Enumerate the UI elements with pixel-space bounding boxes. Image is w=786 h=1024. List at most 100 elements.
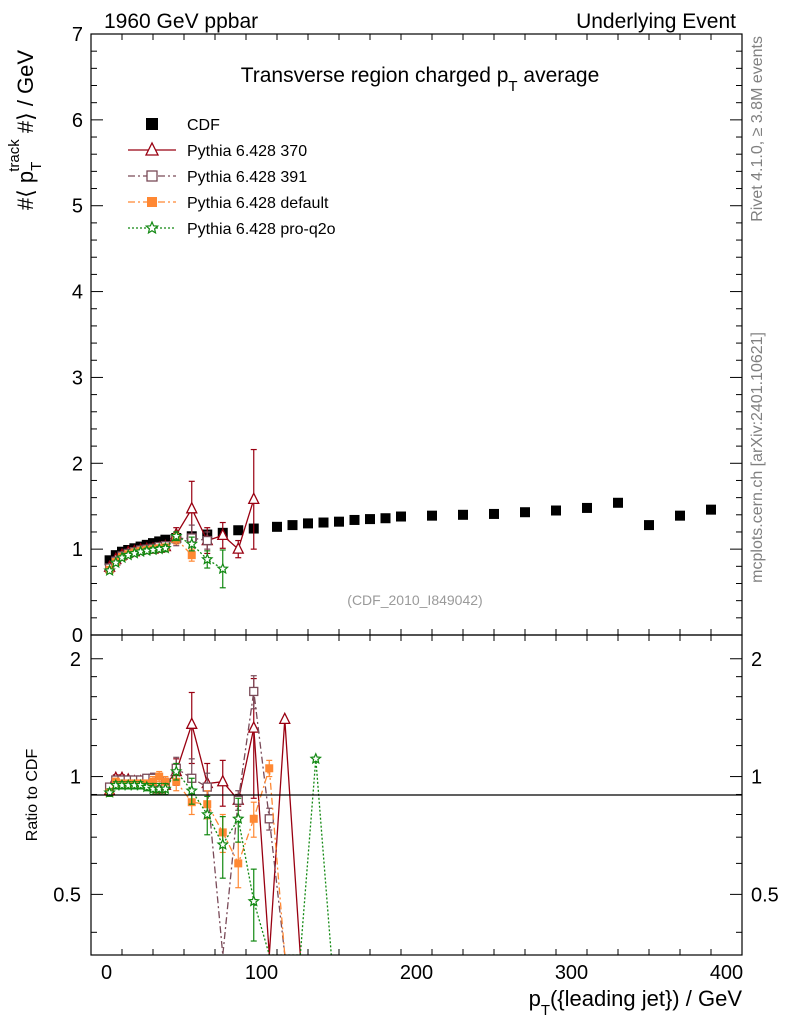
main-point bbox=[216, 562, 229, 575]
ratio-point bbox=[216, 774, 229, 787]
ratio-point bbox=[172, 777, 181, 786]
mcplots-label: mcplots.cern.ch [arXiv:2401.10621] bbox=[749, 332, 766, 583]
legend-label: Pythia 6.428 370 bbox=[187, 143, 307, 160]
ratio-series-pythia-6-428-391 bbox=[104, 675, 286, 955]
main-point bbox=[272, 521, 282, 532]
ratio-point bbox=[278, 711, 291, 725]
ratio-point bbox=[249, 814, 258, 823]
legend-marker bbox=[144, 141, 160, 156]
main-point bbox=[303, 518, 313, 529]
ratio-point bbox=[185, 716, 198, 729]
ratio-x-ticks: 0 100 200 300 400 bbox=[101, 635, 743, 984]
main-point bbox=[489, 508, 499, 519]
legend-marker bbox=[147, 197, 157, 207]
legend-entry-pythia-6-428-370: Pythia 6.428 370 bbox=[128, 141, 307, 160]
main-series-pythia-6-428-pro-q2o bbox=[103, 529, 229, 589]
legend-label: Pythia 6.428 pro-q2o bbox=[187, 221, 336, 238]
ratio-point bbox=[155, 772, 164, 781]
main-point bbox=[187, 551, 196, 560]
ratio-point bbox=[309, 752, 322, 765]
main-y-label: #⟨ pTtrack #⟩ / GeV bbox=[6, 50, 45, 210]
main-point bbox=[551, 505, 561, 516]
main-point bbox=[185, 501, 198, 514]
legend-entry-cdf: CDF bbox=[146, 117, 220, 134]
main-point bbox=[233, 525, 244, 536]
main-point bbox=[202, 535, 212, 546]
main-y-tick-label: 6 bbox=[72, 110, 83, 132]
ratio-y-ticks: 0.5 0.5 1 1 2 2 bbox=[53, 649, 779, 933]
main-point bbox=[287, 520, 298, 531]
x-tick-label: 300 bbox=[555, 962, 588, 984]
main-y-tick-label: 0 bbox=[72, 625, 83, 647]
ratio-point bbox=[170, 764, 183, 777]
ratio-point bbox=[201, 807, 214, 820]
legend-label: CDF bbox=[187, 117, 220, 134]
main-title: Transverse region charged pT average bbox=[241, 64, 600, 95]
legend-entry-pythia-6-428-pro-q2o: Pythia 6.428 pro-q2o bbox=[128, 220, 336, 238]
main-y-tick-label: 2 bbox=[72, 453, 83, 475]
ratio-point bbox=[247, 894, 260, 907]
x-tick-label: 100 bbox=[245, 962, 278, 984]
ratio-point bbox=[202, 782, 212, 792]
legend-label: Pythia 6.428 default bbox=[187, 195, 329, 212]
main-point bbox=[582, 502, 592, 513]
x-tick-label: 200 bbox=[400, 962, 433, 984]
ratio-point bbox=[249, 686, 259, 697]
main-point bbox=[232, 541, 245, 554]
ratio-panel: 0.5 0.5 1 1 2 2 0 100 200 300 400 Ratio to CDF pT… bbox=[24, 634, 779, 1019]
main-y-tick-label: 7 bbox=[72, 24, 83, 46]
ratio-point bbox=[232, 812, 245, 825]
ratio-y-tick-label-left: 2 bbox=[70, 649, 81, 671]
main-point bbox=[349, 514, 360, 525]
header-right: Underlying Event bbox=[576, 10, 736, 33]
x-axis-label: pT({leading jet}) / GeV bbox=[529, 986, 743, 1019]
ratio-point bbox=[265, 764, 274, 773]
main-panel: 0 1 2 3 4 5 6 7 Transverse region charged pT av… bbox=[6, 24, 743, 647]
main-point bbox=[458, 509, 468, 520]
legend-marker bbox=[146, 118, 158, 130]
main-point bbox=[334, 516, 344, 527]
main-point bbox=[185, 537, 198, 550]
main-series bbox=[103, 448, 716, 589]
ratio-point bbox=[140, 780, 154, 793]
main-point bbox=[365, 514, 375, 525]
ratio-point bbox=[264, 814, 274, 824]
main-point bbox=[159, 541, 172, 554]
ratio-point bbox=[185, 784, 198, 797]
legend-entry-pythia-6-428-default: Pythia 6.428 default bbox=[128, 195, 329, 212]
ratio-series-pythia-6-428-pro-q2o bbox=[103, 752, 332, 955]
main-y-tick-label: 4 bbox=[72, 282, 83, 304]
main-point bbox=[318, 517, 329, 528]
main-point bbox=[103, 564, 116, 576]
main-series-cdf bbox=[104, 497, 716, 566]
ratio-y-tick-label-left: 0.5 bbox=[53, 884, 81, 906]
ratio-series bbox=[103, 675, 332, 955]
ratio-point bbox=[159, 782, 172, 795]
legend-entry-pythia-6-428-391: Pythia 6.428 391 bbox=[128, 169, 307, 186]
ratio-y-tick-label-left: 1 bbox=[70, 767, 81, 789]
ratio-point bbox=[234, 859, 243, 868]
main-point bbox=[613, 497, 623, 508]
main-y-tick-label: 1 bbox=[72, 539, 83, 561]
legend: CDF Pythia 6.428 370 Pythia 6.428 391 Pythi… bbox=[128, 117, 336, 238]
main-point bbox=[201, 552, 214, 565]
main-point bbox=[644, 520, 654, 531]
main-point bbox=[706, 504, 716, 515]
main-y-ticks: 0 1 2 3 4 5 6 7 bbox=[72, 24, 742, 647]
legend-marker bbox=[146, 170, 158, 182]
ratio-y-tick-label-right: 1 bbox=[751, 767, 762, 789]
ratio-y-label: Ratio to CDF bbox=[24, 749, 41, 842]
main-point bbox=[380, 513, 391, 524]
ratio-y-tick-label-right: 0.5 bbox=[751, 884, 779, 906]
main-point bbox=[216, 527, 229, 541]
ratio-point bbox=[216, 838, 229, 850]
ratio-point bbox=[247, 720, 260, 733]
main-x-ticks bbox=[121, 34, 712, 635]
x-tick-label: 0 bbox=[101, 962, 112, 984]
x-tick-label: 400 bbox=[710, 962, 743, 984]
analysis-watermark: (CDF_2010_I849042) bbox=[347, 592, 482, 608]
main-point bbox=[675, 510, 685, 521]
header-left: 1960 GeV ppbar bbox=[104, 10, 258, 33]
legend-marker bbox=[144, 220, 160, 235]
